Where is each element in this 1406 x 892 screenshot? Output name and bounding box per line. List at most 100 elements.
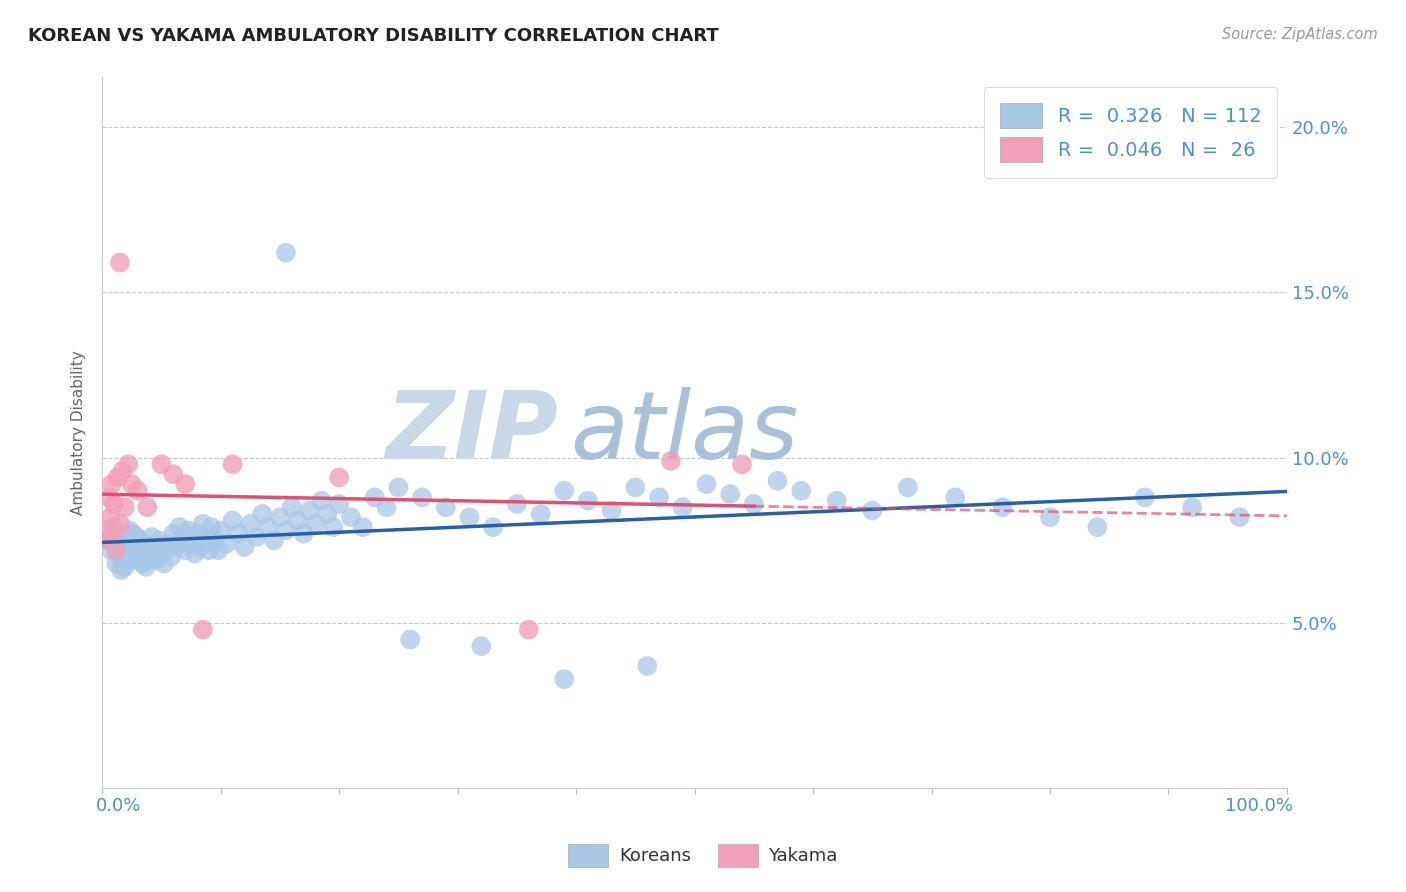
Point [311, 493, 333, 508]
Point [112, 547, 135, 561]
Point [529, 507, 551, 521]
Point [352, 520, 374, 534]
Point [695, 477, 717, 491]
Point [165, 540, 187, 554]
Point [718, 487, 741, 501]
Text: ZIP: ZIP [385, 387, 558, 479]
Point [281, 500, 304, 515]
Point [100, 477, 122, 491]
Text: 100.0%: 100.0% [1225, 797, 1294, 815]
Point [101, 530, 124, 544]
Point [136, 540, 159, 554]
Point [340, 510, 363, 524]
Point [636, 659, 658, 673]
Point [458, 510, 481, 524]
Point [105, 543, 128, 558]
Point [122, 540, 145, 554]
Text: KOREAN VS YAKAMA AMBULATORY DISABILITY CORRELATION CHART: KOREAN VS YAKAMA AMBULATORY DISABILITY C… [28, 27, 718, 45]
Point [1229, 510, 1251, 524]
Point [127, 543, 149, 558]
Point [269, 510, 291, 524]
Point [943, 491, 966, 505]
Point [115, 543, 138, 558]
Point [105, 557, 128, 571]
Point [167, 520, 190, 534]
Point [411, 491, 433, 505]
Point [160, 549, 183, 564]
Point [250, 507, 273, 521]
Y-axis label: Ambulatory Disability: Ambulatory Disability [72, 351, 86, 516]
Point [121, 547, 143, 561]
Point [991, 500, 1014, 515]
Point [204, 533, 226, 548]
Point [731, 458, 754, 472]
Point [387, 480, 409, 494]
Point [103, 497, 125, 511]
Point [517, 623, 540, 637]
Point [150, 458, 173, 472]
Point [375, 500, 398, 515]
Point [482, 520, 505, 534]
Point [434, 500, 457, 515]
Point [177, 524, 200, 538]
Point [118, 524, 141, 538]
Point [399, 632, 422, 647]
Point [120, 536, 142, 550]
Legend: R =  0.326   N = 112, R =  0.046   N =  26: R = 0.326 N = 112, R = 0.046 N = 26 [984, 87, 1277, 178]
Point [111, 464, 134, 478]
Point [153, 557, 176, 571]
Point [100, 510, 122, 524]
Point [124, 549, 146, 564]
Point [150, 547, 173, 561]
Point [506, 497, 529, 511]
Point [364, 491, 387, 505]
Text: Source: ZipAtlas.com: Source: ZipAtlas.com [1222, 27, 1378, 42]
Point [316, 507, 339, 521]
Point [96, 524, 118, 538]
Point [239, 516, 262, 531]
Point [322, 520, 344, 534]
Point [98, 491, 121, 505]
Point [141, 530, 163, 544]
Point [576, 493, 599, 508]
Point [125, 530, 148, 544]
Point [659, 454, 682, 468]
Point [190, 540, 212, 554]
Point [742, 497, 765, 511]
Point [114, 500, 136, 515]
Point [200, 520, 222, 534]
Point [624, 480, 647, 494]
Point [111, 536, 134, 550]
Point [97, 533, 120, 548]
Point [328, 497, 350, 511]
Point [107, 540, 129, 554]
Point [1181, 500, 1204, 515]
Point [129, 533, 152, 548]
Point [766, 474, 789, 488]
Point [108, 549, 131, 564]
Point [287, 514, 309, 528]
Point [122, 526, 145, 541]
Point [114, 559, 136, 574]
Point [117, 458, 139, 472]
Point [233, 540, 256, 554]
Point [221, 514, 243, 528]
Point [135, 559, 157, 574]
Point [245, 530, 267, 544]
Point [183, 547, 205, 561]
Point [174, 543, 197, 558]
Point [790, 483, 813, 498]
Point [172, 533, 194, 548]
Point [195, 530, 218, 544]
Point [174, 477, 197, 491]
Point [148, 533, 170, 548]
Point [117, 553, 139, 567]
Point [191, 516, 214, 531]
Point [97, 533, 120, 548]
Point [292, 526, 315, 541]
Point [228, 526, 250, 541]
Point [209, 524, 232, 538]
Point [1039, 510, 1062, 524]
Point [186, 526, 208, 541]
Point [108, 516, 131, 531]
